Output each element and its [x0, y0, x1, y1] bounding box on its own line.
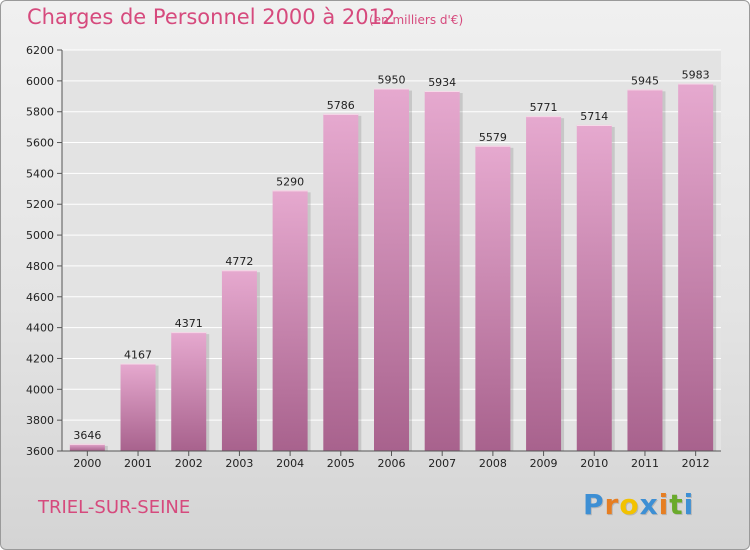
y-tick-label: 6000 — [26, 75, 54, 88]
bar-2005 — [323, 113, 359, 452]
x-tick-label: 2006 — [378, 457, 406, 470]
x-tick-label: 2007 — [428, 457, 456, 470]
bar-value-label: 5983 — [682, 68, 710, 81]
bar-value-label: 4167 — [124, 349, 152, 362]
bar-value-label: 5771 — [530, 101, 558, 114]
y-tick-label: 4400 — [26, 322, 54, 335]
commune-name: TRIEL-SUR-SEINE — [38, 497, 191, 518]
y-tick-label: 4600 — [26, 291, 54, 304]
bar-value-label: 5290 — [276, 175, 304, 188]
bar-value-label: 3646 — [73, 429, 101, 442]
x-tick-label: 2012 — [682, 457, 710, 470]
bar-value-label: 5786 — [327, 99, 355, 112]
x-tick-label: 2001 — [124, 457, 152, 470]
y-tick-label: 5800 — [26, 106, 54, 119]
bar-value-label: 5579 — [479, 131, 507, 144]
y-tick-label: 3600 — [26, 445, 54, 458]
x-tick-label: 2000 — [73, 457, 101, 470]
bar-value-label: 5714 — [580, 110, 608, 123]
bar-2001 — [120, 363, 156, 451]
y-tick-label: 4800 — [26, 260, 54, 273]
y-tick-label: 5200 — [26, 198, 54, 211]
x-tick-label: 2004 — [276, 457, 304, 470]
bar-2002 — [171, 332, 207, 451]
bar-value-label: 5934 — [428, 76, 456, 89]
x-tick-label: 2003 — [225, 457, 253, 470]
y-tick-label: 5600 — [26, 137, 54, 150]
axes: 3600 3800 4000 4200 4400 4600 4800 5000 5200 5400… — [26, 44, 721, 470]
x-tick-label: 2009 — [530, 457, 558, 470]
y-tick-label: 5400 — [26, 167, 54, 180]
bar-2012 — [678, 83, 714, 451]
bar-2004 — [272, 190, 308, 451]
bar-value-label: 4371 — [175, 317, 203, 330]
chart-title: Charges de Personnel 2000 à 2012 — [27, 5, 396, 29]
bars: 3646 4167 4371 4772 5290 5786 5950 5934 5579 5771… — [69, 68, 717, 452]
bar-2009 — [526, 116, 562, 451]
logo-letter: x — [639, 488, 659, 521]
x-tick-label: 2005 — [327, 457, 355, 470]
x-tick-label: 2008 — [479, 457, 507, 470]
logo-letter: i — [658, 488, 670, 521]
bar-2008 — [475, 145, 511, 451]
bar-2000 — [69, 443, 105, 451]
bar-value-label: 5945 — [631, 74, 659, 87]
logo-letter: i — [683, 488, 695, 521]
logo-letter: o — [619, 488, 640, 521]
bar-2011 — [627, 89, 663, 451]
logo-letter: P — [583, 488, 605, 521]
x-tick-label: 2010 — [580, 457, 608, 470]
chart-subtitle: (en milliers d'€) — [369, 13, 464, 27]
y-tick-label: 4200 — [26, 352, 54, 365]
bar-value-label: 5950 — [378, 74, 406, 87]
x-tick-label: 2002 — [175, 457, 203, 470]
logo-letter: r — [604, 488, 620, 521]
bar-2007 — [424, 91, 460, 451]
bar-2003 — [221, 270, 257, 451]
y-tick-label: 4000 — [26, 383, 54, 396]
bar-value-label: 4772 — [225, 255, 253, 268]
bar-2006 — [374, 88, 409, 452]
y-tick-label: 5000 — [26, 229, 54, 242]
x-tick-label: 2011 — [631, 457, 659, 470]
logo-letter: t — [669, 488, 684, 521]
y-tick-label: 6200 — [26, 44, 54, 57]
y-tick-label: 3800 — [26, 414, 54, 427]
bar-2010 — [576, 124, 612, 452]
proxiti-logo[interactable]: Proxiti — [583, 488, 694, 521]
